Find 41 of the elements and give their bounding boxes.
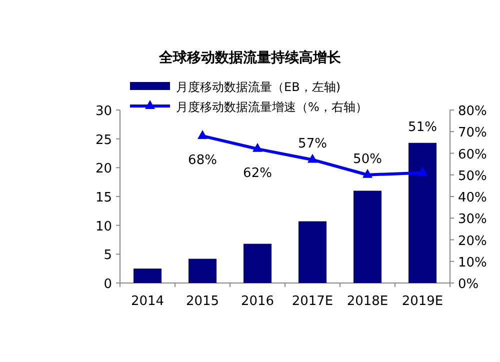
x-tick-label: 2017E (292, 294, 334, 309)
x-tick-label: 2014 (130, 294, 164, 309)
y-tick-label: 0 (104, 277, 112, 292)
bar (354, 190, 382, 283)
y-tick-label: 15 (95, 190, 112, 206)
bar (408, 142, 436, 283)
y-tick-label: 10 (95, 219, 112, 234)
y2-tick-label: 20% (458, 234, 487, 249)
data-label: 50% (353, 152, 382, 167)
bar (244, 244, 272, 283)
y2-tick-label: 60% (458, 147, 487, 162)
y2-tick-label: 10% (458, 255, 487, 270)
y2-tick-label: 70% (458, 126, 487, 141)
data-label: 68% (188, 152, 217, 168)
legend-label: 月度移动数据流量增速（%，右轴） (176, 100, 368, 114)
point (308, 154, 318, 163)
y2-tick-label: 50% (458, 168, 487, 184)
point (198, 130, 208, 139)
y2-tick-label: 0% (458, 277, 479, 292)
chart-title: 全球移动数据流量持续高增长 (158, 49, 342, 66)
bar (298, 221, 326, 283)
y2-tick-label: 80% (458, 104, 487, 119)
y2-tick-label: 30% (458, 212, 487, 228)
y-tick-label: 20 (95, 162, 112, 177)
data-label: 51% (408, 120, 437, 135)
x-tick-label: 2018E (346, 294, 388, 309)
y-tick-label: 30 (95, 104, 112, 119)
bar (188, 258, 216, 283)
bar (134, 268, 162, 283)
x-tick-label: 2015 (186, 294, 220, 309)
y-tick-label: 5 (104, 248, 112, 264)
data-label: 57% (298, 136, 327, 152)
x-tick-label: 2016 (240, 294, 274, 309)
data-label: 62% (243, 166, 272, 181)
y2-tick-label: 40% (458, 190, 487, 206)
y-tick-label: 25 (95, 132, 112, 148)
point (418, 166, 428, 176)
x-tick-label: 2019E (402, 294, 444, 309)
point (362, 168, 372, 178)
point (252, 142, 262, 152)
legend-label: 月度移动数据流量（EB，左轴) (176, 80, 340, 94)
